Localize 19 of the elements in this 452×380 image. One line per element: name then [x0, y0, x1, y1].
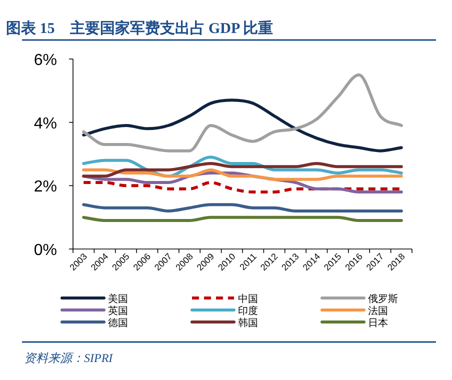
- y-tick-label: 6%: [34, 52, 57, 69]
- legend-label: 韩国: [238, 317, 258, 329]
- legend-label: 法国: [368, 305, 388, 317]
- y-tick-label: 2%: [34, 178, 57, 196]
- legend-label: 印度: [238, 305, 258, 317]
- line-series: [82, 98, 403, 152]
- legend-label: 日本: [368, 317, 388, 329]
- line-series: [82, 73, 403, 152]
- legend-label: 美国: [108, 293, 128, 305]
- y-tick-label: 0%: [34, 242, 57, 259]
- legend-label: 德国: [108, 318, 128, 329]
- chart-title: 图表 15 主要国家军费支出占 GDP 比重: [6, 19, 274, 37]
- text: 资料来源：SIPRI: [24, 351, 114, 365]
- legend-label: 英国: [108, 305, 128, 317]
- legend-label: 中国: [238, 293, 258, 305]
- line-series: [82, 168, 403, 181]
- y-tick-label: 4%: [34, 115, 57, 132]
- line-series: [82, 162, 403, 178]
- legend-label: 俄罗斯: [368, 293, 398, 305]
